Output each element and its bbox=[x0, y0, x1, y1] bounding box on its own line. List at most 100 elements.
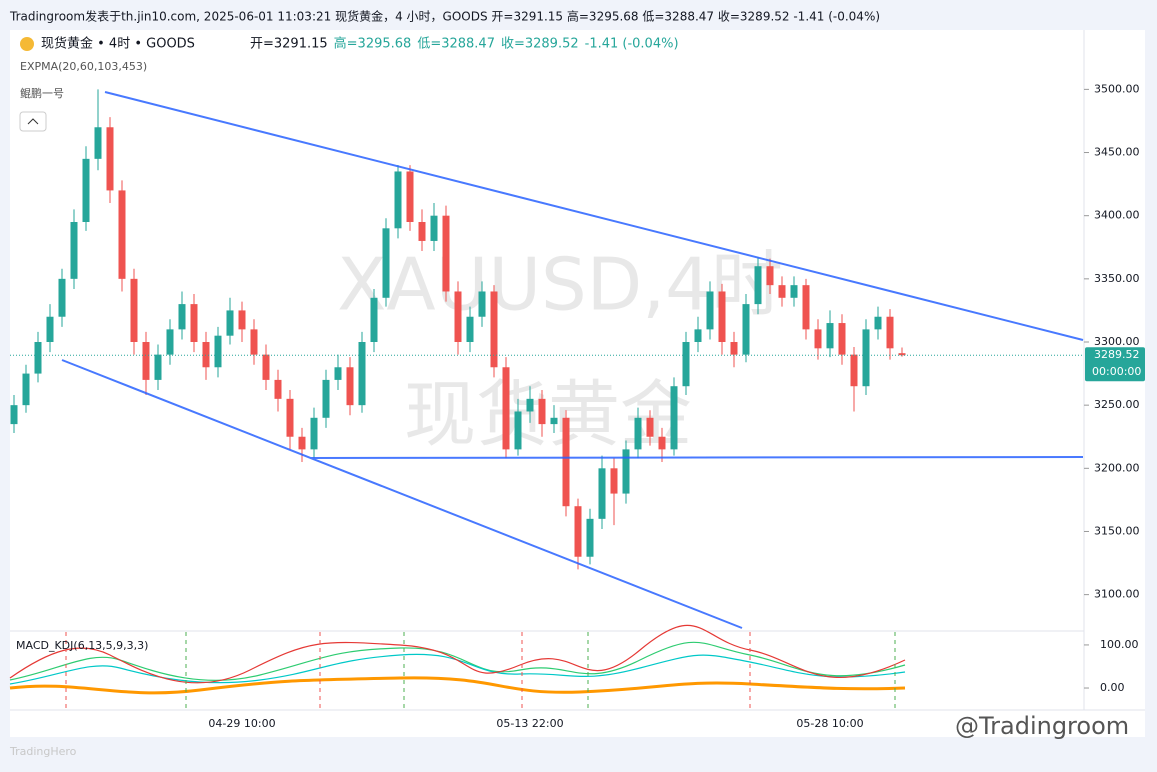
candle-body bbox=[442, 215, 450, 292]
x-tick-label: 04-29 10:00 bbox=[208, 717, 275, 730]
sub-pane-lines bbox=[9, 624, 906, 695]
symbol: 现货黄金 • 4时 • GOODS bbox=[41, 36, 195, 52]
candle-body bbox=[226, 310, 234, 336]
candle-body bbox=[262, 354, 270, 380]
trend-line bbox=[309, 456, 1084, 459]
candle-body bbox=[430, 215, 438, 241]
y2-tick-label: 100.00 bbox=[1100, 638, 1139, 651]
drawing-label: 鲲鹏一号 bbox=[20, 86, 64, 100]
candle-body bbox=[358, 342, 366, 406]
candle-body bbox=[10, 405, 18, 425]
candle-body bbox=[274, 379, 282, 399]
y-tick-label: 3450.00 bbox=[1094, 146, 1140, 159]
candle-body bbox=[346, 367, 354, 406]
candle-body bbox=[106, 127, 114, 191]
candle-body bbox=[58, 278, 66, 317]
candle-body bbox=[826, 323, 834, 349]
candle-body bbox=[706, 291, 714, 330]
candle-body bbox=[670, 386, 678, 450]
candle-body bbox=[886, 316, 894, 349]
candle-body bbox=[802, 285, 810, 330]
candle-body bbox=[562, 417, 570, 507]
candle-body bbox=[154, 354, 162, 380]
candle-body bbox=[130, 278, 138, 342]
footer-brand: TradingHero bbox=[9, 745, 77, 758]
last-price: 3289.52 bbox=[1094, 348, 1140, 361]
candle-body bbox=[490, 291, 498, 368]
y-tick-label: 3250.00 bbox=[1094, 398, 1140, 411]
candle-body bbox=[94, 127, 102, 159]
candle-body bbox=[298, 436, 306, 450]
symbol-icon bbox=[20, 37, 34, 51]
candle-body bbox=[682, 342, 690, 387]
candle-body bbox=[70, 222, 78, 279]
y-tick-label: 3500.00 bbox=[1094, 82, 1140, 95]
candle-body bbox=[778, 285, 786, 298]
candle-body bbox=[574, 506, 582, 557]
candle-body bbox=[694, 329, 702, 342]
trend-lines bbox=[61, 91, 1084, 629]
candle-body bbox=[82, 158, 90, 222]
candle-body bbox=[286, 398, 294, 437]
collapse-button[interactable] bbox=[19, 111, 47, 132]
candle-body bbox=[334, 367, 342, 380]
candle-body bbox=[22, 373, 30, 406]
y-tick-label: 3300.00 bbox=[1094, 335, 1140, 348]
signal-lines bbox=[185, 632, 896, 710]
x-tick-label: 05-28 10:00 bbox=[796, 717, 863, 730]
candle-body bbox=[238, 310, 246, 330]
candle-body bbox=[418, 222, 426, 241]
y2-tick-label: 0.00 bbox=[1100, 681, 1125, 694]
candle-body bbox=[730, 342, 738, 355]
caption: Tradingroom发表于th.jin10.com, 2025-06-01 1… bbox=[9, 9, 880, 24]
watermark: 现货黄金 bbox=[404, 373, 692, 457]
ohlc-label: 高=3295.68 bbox=[334, 36, 412, 52]
ohlc-label: 开=3291.15 bbox=[250, 37, 328, 52]
ohlc-label: 收=3289.52 bbox=[501, 37, 579, 52]
candle-body bbox=[214, 335, 222, 368]
candle-body bbox=[202, 342, 210, 368]
x-tick-label: 05-13 22:00 bbox=[496, 717, 563, 730]
candle-body bbox=[838, 323, 846, 355]
candle-body bbox=[646, 417, 654, 437]
y-tick-label: 3100.00 bbox=[1094, 588, 1140, 601]
candle-body bbox=[814, 329, 822, 349]
candle-body bbox=[622, 449, 630, 494]
candle-body bbox=[118, 190, 126, 279]
indicator-label: EXPMA(20,60,103,453) bbox=[20, 60, 147, 73]
candle-body bbox=[178, 304, 186, 330]
candle-body bbox=[466, 316, 474, 342]
candle-body bbox=[190, 304, 198, 342]
candle-body bbox=[754, 266, 762, 305]
footer-watermark: @Tradingroom bbox=[955, 712, 1129, 740]
signal-lines bbox=[65, 632, 751, 710]
candle-body bbox=[898, 353, 906, 356]
candle-body bbox=[34, 342, 42, 374]
candle-body bbox=[538, 398, 546, 425]
candle-body bbox=[526, 398, 534, 412]
candle-body bbox=[370, 297, 378, 342]
y-tick-label: 3400.00 bbox=[1094, 209, 1140, 222]
candle-body bbox=[658, 436, 666, 450]
sub-pane-title: MACD_KDJ(6,13,5,9,3,3) bbox=[16, 639, 148, 652]
candle-body bbox=[322, 379, 330, 418]
candle-body bbox=[142, 342, 150, 380]
ohlc-label: 低=3288.47 bbox=[417, 37, 495, 52]
plot-bg bbox=[10, 30, 1145, 737]
ohlc-label: -1.41 (-0.04%) bbox=[585, 37, 679, 52]
candle-body bbox=[478, 291, 486, 317]
trend-line bbox=[104, 91, 1084, 341]
candle-body bbox=[598, 468, 606, 519]
y-tick-label: 3150.00 bbox=[1094, 524, 1140, 537]
candle-body bbox=[502, 367, 510, 450]
last-price-box bbox=[1085, 347, 1145, 382]
candle-body bbox=[46, 316, 54, 342]
candle-body bbox=[718, 291, 726, 342]
candle-body bbox=[394, 171, 402, 229]
candle-body bbox=[790, 285, 798, 298]
candle-body bbox=[166, 329, 174, 355]
candle-body bbox=[406, 171, 414, 222]
candle-body bbox=[454, 291, 462, 342]
candle-body bbox=[586, 518, 594, 557]
